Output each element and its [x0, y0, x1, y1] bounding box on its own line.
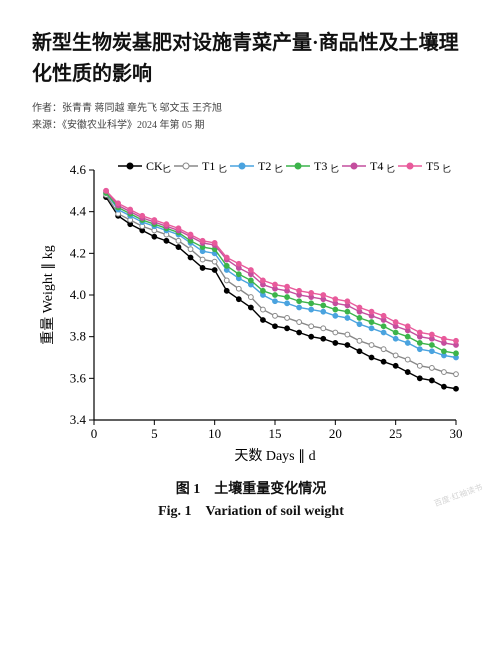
svg-text:匕: 匕: [330, 164, 339, 174]
authors-line: 作者：张青青 蒋同越 章先飞 邬文玉 王齐旭: [32, 100, 470, 117]
svg-text:T2: T2: [258, 159, 271, 173]
svg-text:匕: 匕: [442, 164, 451, 174]
figure-caption-en: Fig. 1 Variation of soil weight: [32, 500, 470, 520]
svg-text:T3: T3: [314, 159, 327, 173]
svg-text:匕: 匕: [162, 164, 171, 174]
chart-container: 3.4 3.6 3.8 4.0 4.2 4.4 4.6 0 5 10 15 20 25 30 天数 Days…: [32, 152, 470, 472]
svg-text:匕: 匕: [386, 164, 395, 174]
svg-text:3.4: 3.4: [70, 412, 87, 427]
svg-text:4.2: 4.2: [70, 245, 86, 260]
figure-caption-cn: 图 1 土壤重量变化情况: [32, 478, 470, 498]
svg-text:T4: T4: [370, 159, 383, 173]
svg-text:25: 25: [389, 426, 402, 441]
source-line: 来源：《安徽农业科学》2024 年第 05 期: [32, 117, 470, 134]
svg-text:T1: T1: [202, 159, 215, 173]
svg-text:CK: CK: [146, 159, 163, 173]
svg-text:重量 Weight ∥ kg: 重量 Weight ∥ kg: [40, 245, 56, 345]
svg-text:4.0: 4.0: [70, 287, 86, 302]
svg-text:15: 15: [269, 426, 282, 441]
svg-text:10: 10: [208, 426, 221, 441]
svg-text:天数 Days ∥ d: 天数 Days ∥ d: [234, 448, 315, 464]
svg-text:30: 30: [450, 426, 463, 441]
page-title: 新型生物炭基肥对设施青菜产量·商品性及土壤理化性质的影响: [32, 28, 470, 90]
svg-text:3.8: 3.8: [70, 329, 86, 344]
svg-text:匕: 匕: [218, 164, 227, 174]
svg-text:0: 0: [91, 426, 98, 441]
svg-text:5: 5: [151, 426, 158, 441]
svg-text:20: 20: [329, 426, 342, 441]
svg-text:T5: T5: [426, 159, 439, 173]
svg-text:4.6: 4.6: [70, 162, 87, 177]
svg-text:4.4: 4.4: [70, 204, 87, 219]
svg-text:匕: 匕: [274, 164, 283, 174]
svg-text:3.6: 3.6: [70, 370, 87, 385]
line-chart: 3.4 3.6 3.8 4.0 4.2 4.4 4.6 0 5 10 15 20 25 30 天数 Days…: [32, 152, 470, 472]
